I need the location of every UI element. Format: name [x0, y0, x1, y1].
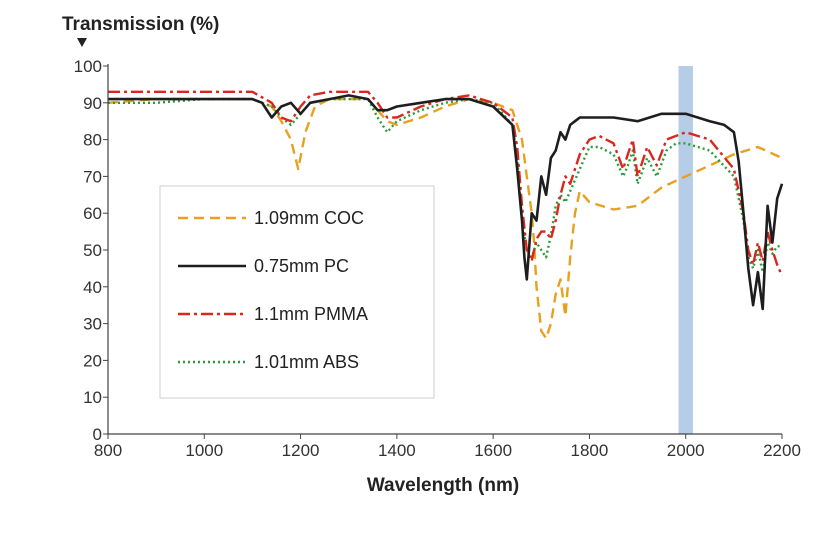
- series-line-4: [108, 97, 782, 274]
- legend-label-3: 1.1mm PMMA: [254, 304, 368, 324]
- y-tick-label: 30: [83, 315, 102, 334]
- y-tick-label: 20: [83, 351, 102, 370]
- x-tick-label: 1600: [474, 441, 512, 460]
- y-tick-label: 50: [83, 241, 102, 260]
- x-tick-label: 1200: [282, 441, 320, 460]
- highlight-band: [678, 66, 693, 434]
- y-axis-title: Transmission (%): [62, 14, 219, 35]
- y-tick-label: 0: [93, 425, 102, 444]
- legend-label-1: 1.09mm COC: [254, 208, 364, 228]
- y-tick-label: 40: [83, 278, 102, 297]
- y-tick-label: 80: [83, 131, 102, 150]
- y-tick-label: 10: [83, 388, 102, 407]
- y-axis-arrow-icon: [77, 38, 87, 47]
- x-axis-title: Wavelength (nm): [367, 475, 519, 496]
- y-tick-label: 90: [83, 94, 102, 113]
- legend: 1.09mm COC 0.75mm PC 1.1mm PMMA 1.01mm ABS: [159, 185, 435, 399]
- y-tick-label: 100: [74, 57, 102, 76]
- x-tick-label: 1800: [571, 441, 609, 460]
- series-line-1: [107, 97, 783, 340]
- legend-label-2: 0.75mm PC: [254, 256, 349, 276]
- y-tick-label: 60: [83, 204, 102, 223]
- y-tick-label: 70: [83, 167, 102, 186]
- legend-label-4: 1.01mm ABS: [254, 352, 359, 372]
- x-tick-label: 800: [94, 441, 122, 460]
- x-tick-label: 1000: [185, 441, 223, 460]
- x-tick-label: 2200: [763, 441, 801, 460]
- x-tick-label: 1400: [378, 441, 416, 460]
- series-line-3: [108, 90, 784, 277]
- legend-box: [159, 185, 435, 399]
- x-tick-label: 2000: [667, 441, 705, 460]
- series-line-2: [108, 94, 784, 311]
